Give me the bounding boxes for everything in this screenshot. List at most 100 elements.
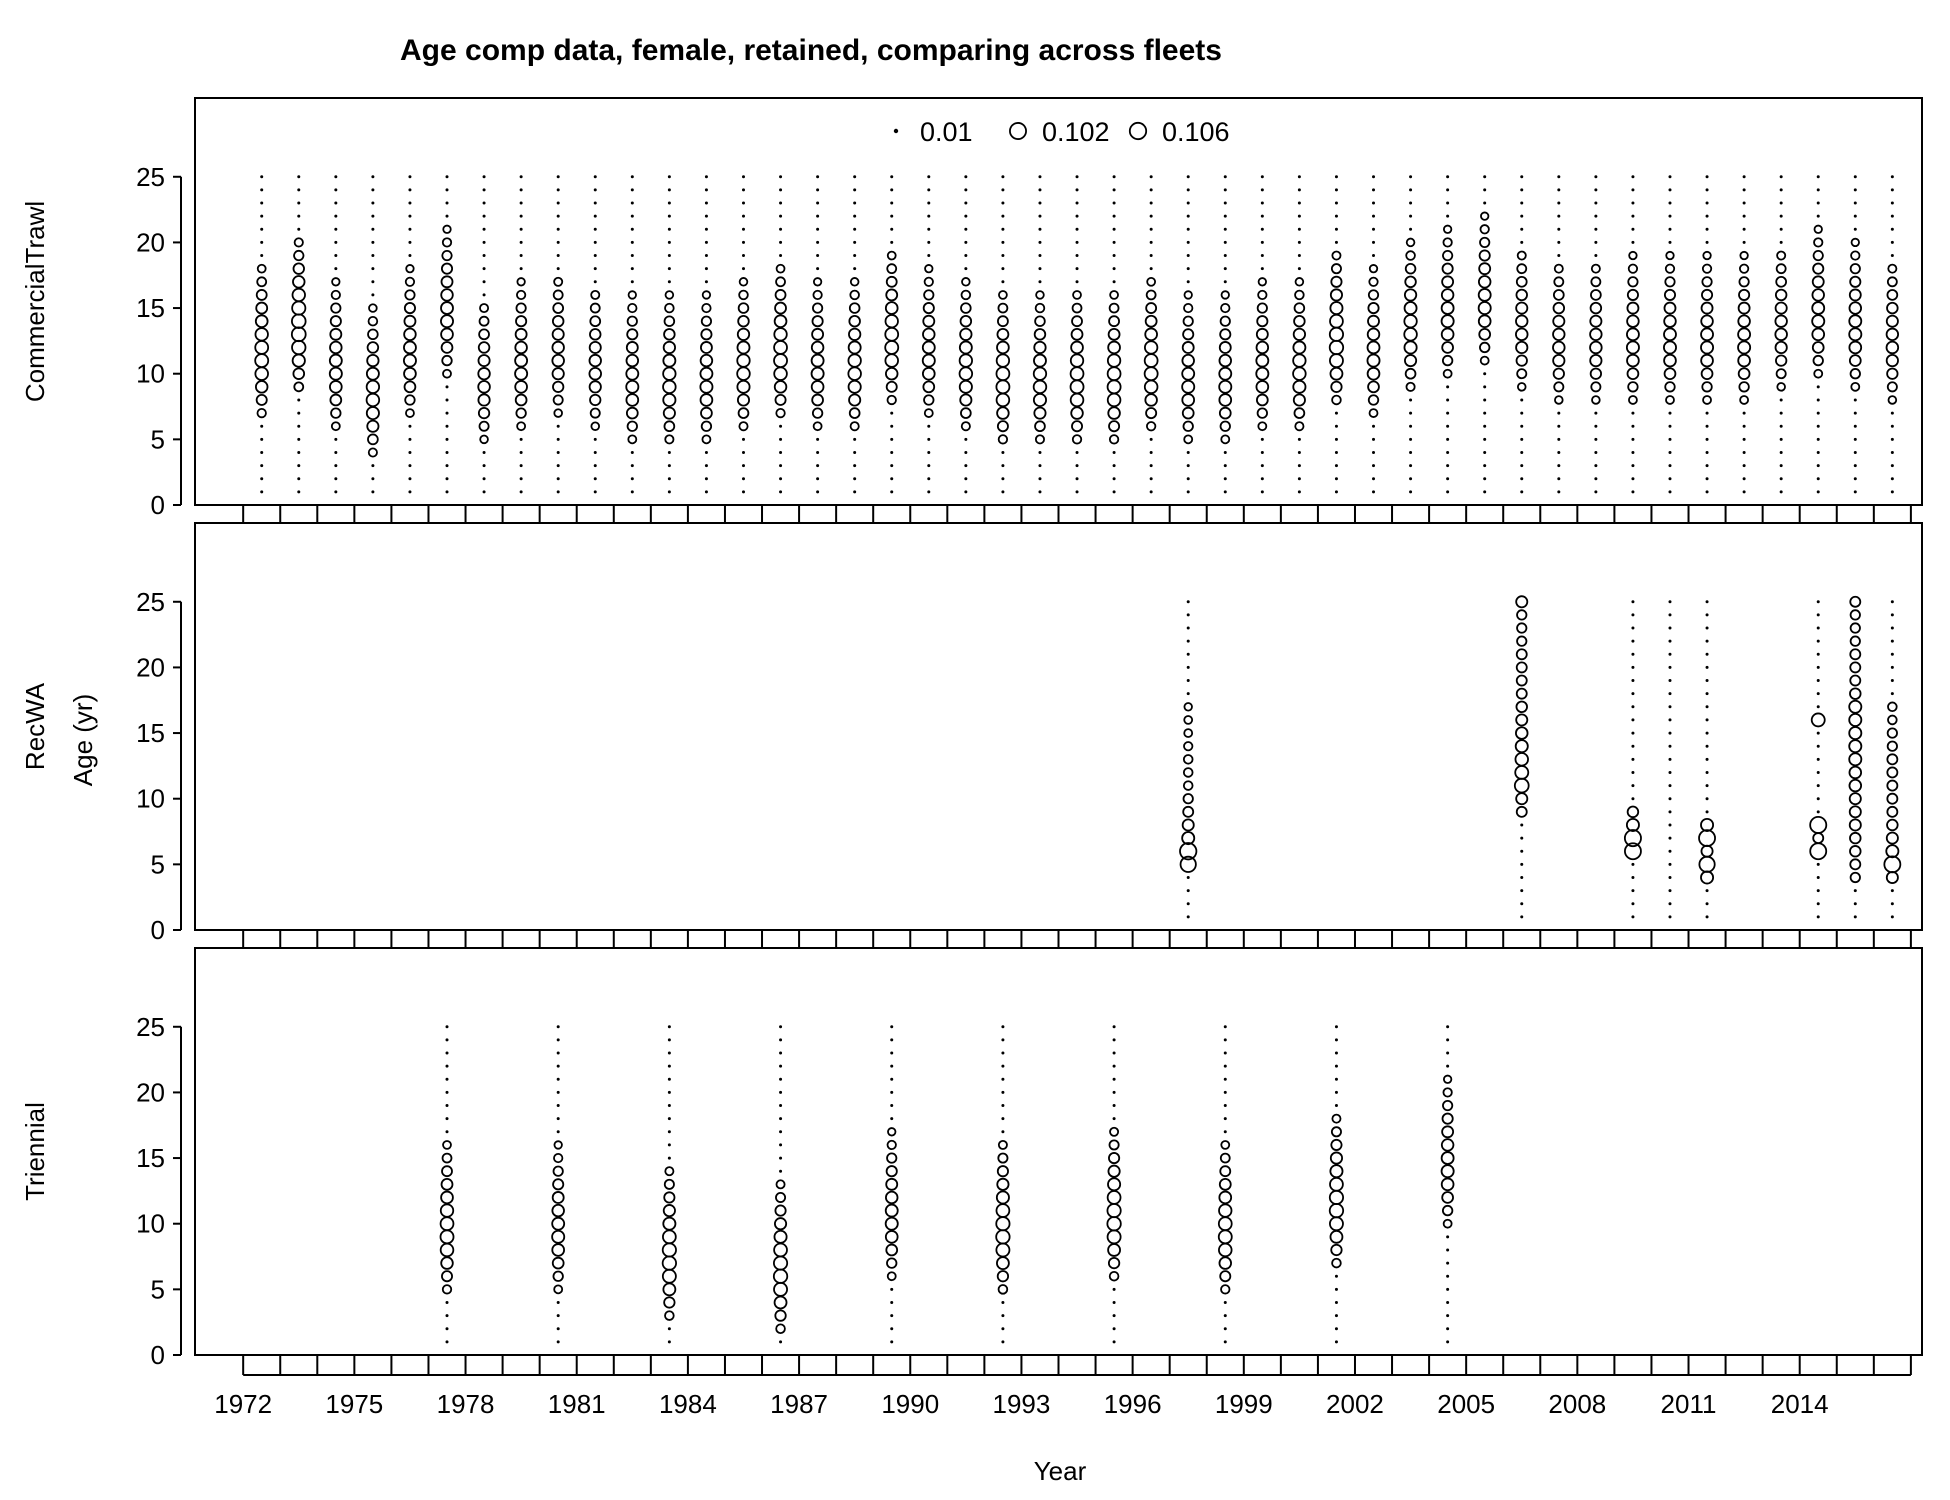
data-point bbox=[440, 262, 454, 275]
data-point bbox=[1112, 267, 1116, 271]
data-point bbox=[1001, 1314, 1005, 1318]
data-point bbox=[1409, 214, 1413, 218]
data-point bbox=[365, 406, 380, 421]
data-point bbox=[556, 1077, 560, 1081]
data-point bbox=[1848, 726, 1863, 741]
data-point bbox=[1848, 301, 1863, 315]
data-point bbox=[738, 277, 749, 287]
data-point bbox=[1853, 214, 1857, 218]
data-point bbox=[1478, 327, 1492, 341]
data-point bbox=[590, 421, 601, 431]
data-point bbox=[1108, 1270, 1120, 1282]
data-point bbox=[1181, 831, 1196, 846]
data-point bbox=[1446, 175, 1450, 179]
data-point bbox=[1181, 406, 1195, 420]
data-point bbox=[366, 419, 380, 433]
data-point bbox=[445, 1090, 449, 1094]
data-point bbox=[516, 277, 526, 287]
data-point bbox=[741, 437, 745, 441]
data-point bbox=[1705, 889, 1709, 893]
data-point bbox=[1816, 450, 1820, 454]
data-point bbox=[630, 227, 634, 231]
data-point bbox=[923, 289, 935, 301]
data-point bbox=[334, 214, 338, 218]
data-point bbox=[589, 315, 602, 328]
data-point bbox=[1223, 240, 1227, 244]
data-point bbox=[1516, 368, 1528, 380]
data-point bbox=[1886, 367, 1899, 380]
data-point bbox=[1705, 915, 1709, 919]
data-point bbox=[1631, 915, 1635, 919]
data-point bbox=[552, 289, 564, 301]
data-point bbox=[1668, 692, 1672, 696]
data-point bbox=[1441, 1125, 1455, 1139]
data-point bbox=[1479, 355, 1490, 366]
data-point bbox=[1812, 832, 1825, 845]
data-point bbox=[551, 1243, 565, 1257]
data-point bbox=[1071, 420, 1083, 433]
data-point bbox=[960, 421, 971, 432]
data-point bbox=[1001, 450, 1005, 454]
data-point bbox=[1330, 1126, 1342, 1138]
data-point bbox=[884, 1230, 899, 1244]
data-point bbox=[626, 420, 638, 432]
data-point bbox=[482, 175, 486, 179]
data-point bbox=[1223, 1064, 1227, 1068]
data-point bbox=[1186, 692, 1190, 696]
data-point bbox=[1334, 437, 1338, 441]
legend-symbol bbox=[1128, 121, 1148, 141]
data-point bbox=[890, 1051, 894, 1055]
data-point bbox=[1075, 227, 1079, 231]
data-point bbox=[1779, 450, 1783, 454]
data-point bbox=[1890, 902, 1894, 906]
y-tick-label: 20 bbox=[136, 227, 165, 257]
data-point bbox=[667, 1117, 671, 1121]
data-point bbox=[1256, 407, 1268, 419]
data-point bbox=[885, 366, 899, 381]
data-point bbox=[297, 424, 301, 428]
data-point bbox=[329, 327, 343, 341]
data-point bbox=[1890, 652, 1894, 656]
data-point bbox=[1223, 188, 1227, 192]
data-point bbox=[1297, 267, 1301, 271]
data-point bbox=[1112, 1300, 1116, 1304]
data-point bbox=[1034, 302, 1046, 314]
data-point bbox=[1516, 609, 1528, 621]
data-point bbox=[1442, 1099, 1454, 1112]
data-point bbox=[1515, 792, 1529, 806]
data-point bbox=[1220, 1284, 1231, 1295]
data-point bbox=[556, 1340, 560, 1344]
data-point bbox=[853, 254, 857, 258]
data-point bbox=[1255, 353, 1270, 368]
data-point bbox=[1887, 714, 1898, 726]
data-point bbox=[1890, 227, 1894, 231]
data-point bbox=[1334, 1274, 1338, 1278]
data-point bbox=[1001, 280, 1005, 284]
data-point bbox=[1631, 902, 1635, 906]
data-point bbox=[515, 302, 527, 314]
data-point bbox=[927, 240, 931, 244]
data-point bbox=[1108, 434, 1120, 445]
data-point bbox=[890, 214, 894, 218]
data-point bbox=[1520, 915, 1524, 919]
data-point bbox=[884, 301, 899, 315]
data-point bbox=[1441, 275, 1455, 289]
data-point bbox=[1631, 744, 1635, 748]
data-point bbox=[1372, 214, 1376, 218]
data-point bbox=[1779, 411, 1783, 415]
data-point bbox=[927, 227, 931, 231]
data-point bbox=[334, 437, 338, 441]
data-point bbox=[1368, 276, 1379, 287]
legend-label: 0.102 bbox=[1042, 117, 1110, 147]
data-point bbox=[408, 424, 412, 428]
x-tick-label: 2002 bbox=[1326, 1389, 1384, 1419]
data-point bbox=[1446, 398, 1450, 402]
data-point bbox=[260, 227, 264, 231]
data-point bbox=[779, 1143, 783, 1147]
data-point bbox=[1220, 1140, 1231, 1150]
data-point bbox=[593, 450, 597, 454]
data-point bbox=[1297, 477, 1301, 481]
data-point bbox=[519, 175, 523, 179]
data-point bbox=[662, 1216, 677, 1231]
data-point bbox=[297, 464, 301, 468]
